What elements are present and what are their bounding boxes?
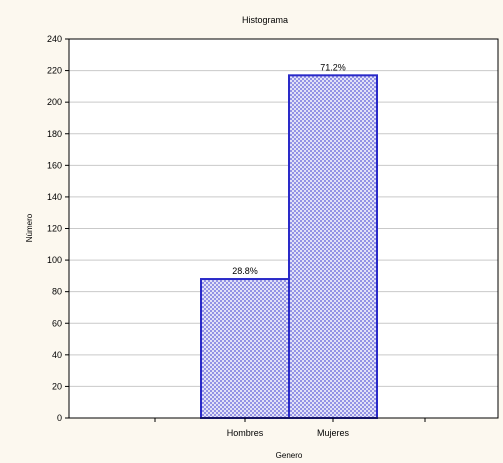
y-tick-label: 0 <box>57 413 62 423</box>
gridlines <box>69 70 498 387</box>
data-labels: 28.8% 71.2% <box>232 62 346 276</box>
data-label-mujeres: 71.2% <box>320 62 346 72</box>
bars <box>200 74 378 419</box>
y-tick-label: 220 <box>47 66 62 76</box>
y-tick-label: 180 <box>47 129 62 139</box>
x-tick-label: Mujeres <box>317 428 350 438</box>
chart-title: Histograma <box>242 15 288 25</box>
x-tick-label: Hombres <box>227 428 264 438</box>
x-axis-ticks: Hombres Mujeres <box>154 418 426 438</box>
y-tick-label: 20 <box>52 381 62 391</box>
y-axis-title: Número <box>25 213 34 242</box>
bar-mujeres <box>288 74 378 419</box>
data-label-hombres: 28.8% <box>232 266 258 276</box>
x-axis-title: Genero <box>276 451 303 460</box>
y-axis-ticks: 0 20 40 60 80 100 120 140 160 180 200 220 240 <box>47 34 69 423</box>
y-tick-label: 120 <box>47 224 62 234</box>
y-tick-label: 240 <box>47 34 62 44</box>
y-tick-label: 100 <box>47 255 62 265</box>
y-tick-label: 140 <box>47 192 62 202</box>
y-tick-label: 200 <box>47 97 62 107</box>
y-tick-label: 80 <box>52 287 62 297</box>
y-tick-label: 40 <box>52 350 62 360</box>
y-tick-label: 160 <box>47 160 62 170</box>
bar-hombres <box>200 278 290 419</box>
y-tick-label: 60 <box>52 318 62 328</box>
